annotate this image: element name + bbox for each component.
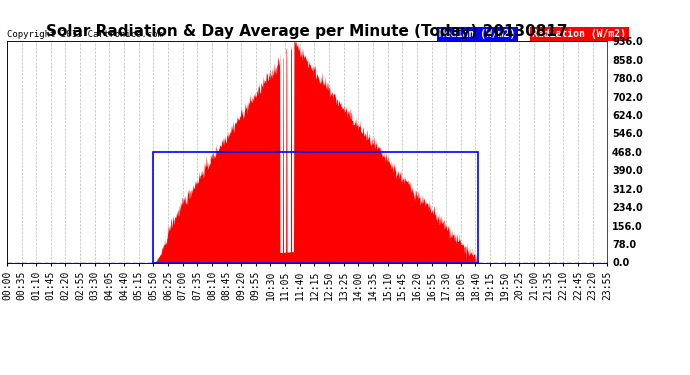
Text: Median (W/m2): Median (W/m2) — [439, 29, 515, 39]
Title: Solar Radiation & Day Average per Minute (Today) 20130817: Solar Radiation & Day Average per Minute… — [46, 24, 568, 39]
Text: Copyright 2013 Cartronics.com: Copyright 2013 Cartronics.com — [7, 30, 163, 39]
Text: Radiation (W/m2): Radiation (W/m2) — [532, 29, 626, 39]
